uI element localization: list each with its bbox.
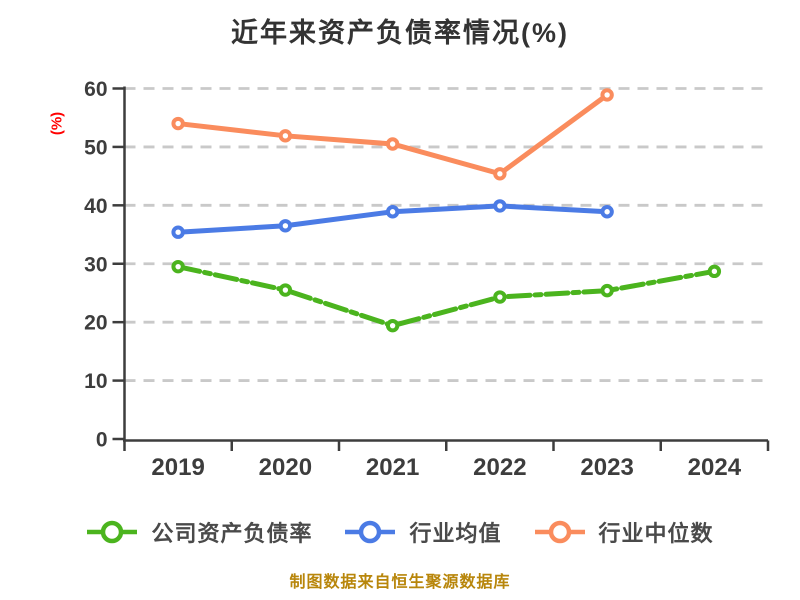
chart-title: 近年来资产负债率情况(%)	[231, 18, 569, 48]
legend-marker-blue	[345, 520, 396, 544]
legend-item-industry-median: 行业中位数	[534, 516, 714, 548]
legend-label-industry-mean: 行业均值	[409, 521, 502, 546]
legend-item-industry-mean: 行业均值	[344, 516, 501, 548]
data-point-series0	[707, 264, 722, 279]
data-point-series2	[600, 88, 614, 102]
data-point-series1	[278, 219, 293, 233]
x-tick-label: 2022	[473, 454, 526, 481]
series-line-0	[175, 264, 717, 329]
data-point-series0	[171, 259, 185, 274]
legend-label-industry-median: 行业中位数	[598, 521, 714, 546]
y-tick-label: 10	[84, 370, 107, 393]
legend-item-company-ratio: 公司资产负债率	[86, 516, 312, 548]
data-point-series0	[600, 283, 614, 298]
x-tick-label: 2021	[366, 454, 419, 481]
data-point-series1	[600, 205, 614, 219]
y-tick-label: 30	[84, 253, 107, 276]
legend-label-company-ratio: 公司资产负债率	[151, 521, 313, 546]
x-tick-label: 2019	[151, 454, 204, 481]
legend-marker-green	[87, 520, 138, 544]
series-line-2	[175, 92, 610, 177]
data-point-series1	[385, 205, 400, 219]
data-point-series2	[171, 116, 185, 131]
legend-marker-orange	[534, 520, 585, 544]
data-point-series0	[385, 318, 400, 333]
y-tick-label: 40	[84, 195, 107, 218]
data-point-series2	[493, 167, 507, 181]
data-point-series0	[278, 283, 293, 297]
plot-area: 0 10 20 30 40 50 60 2019 2020 2021 2022 2023 2024	[84, 78, 770, 481]
y-tick-label: 20	[84, 312, 107, 335]
data-point-series1	[171, 225, 185, 239]
y-tick-label: 0	[96, 429, 108, 452]
data-point-series2	[385, 137, 400, 151]
x-tick-label: 2023	[580, 454, 633, 481]
data-point-series0	[493, 290, 507, 304]
data-point-series1	[493, 199, 507, 213]
y-tick-label: 50	[84, 136, 107, 159]
y-tick-label: 60	[84, 78, 107, 101]
x-tick-label: 2020	[259, 454, 312, 481]
legend: 公司资产负债率 行业均值 行业中位数	[0, 516, 800, 548]
x-tick-label: 2024	[688, 454, 742, 481]
data-source-note: 制图数据来自恒生聚源数据库	[289, 574, 511, 591]
data-point-series2	[278, 129, 293, 143]
